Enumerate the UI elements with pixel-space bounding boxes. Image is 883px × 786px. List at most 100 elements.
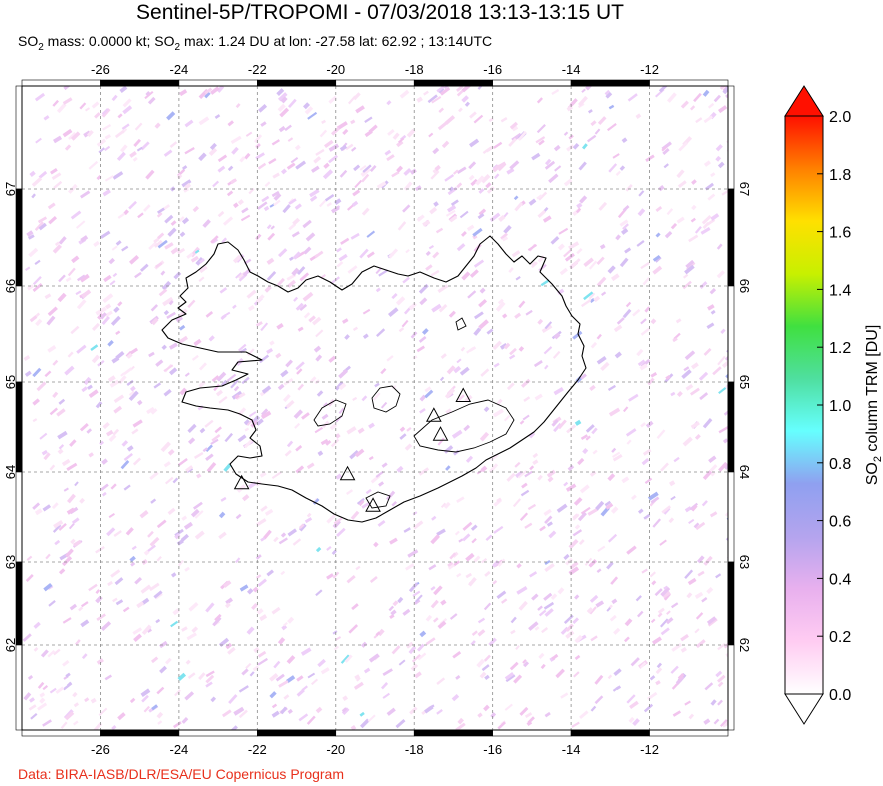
so2-pixel — [444, 388, 456, 399]
so2-pixel — [298, 523, 305, 530]
so2-pixel — [604, 89, 611, 96]
so2-pixel — [62, 617, 72, 624]
so2-pixel — [543, 601, 555, 610]
so2-pixel — [688, 713, 695, 720]
so2-pixel — [434, 164, 441, 172]
so2-pixel — [534, 393, 543, 401]
so2-pixel — [458, 107, 463, 113]
so2-pixel — [271, 190, 280, 198]
so2-pixel — [345, 143, 354, 151]
so2-pixel — [287, 616, 295, 624]
so2-pixel — [622, 308, 632, 319]
colorbar-tick-label: 0.2 — [829, 629, 851, 646]
so2-pixel — [344, 654, 353, 663]
so2-pixel — [145, 91, 151, 96]
so2-pixel — [270, 225, 275, 230]
so2-pixel — [345, 489, 354, 495]
so2-pixel — [62, 682, 73, 691]
so2-pixel — [42, 685, 49, 691]
so2-pixel — [517, 470, 528, 479]
so2-pixel — [380, 368, 387, 375]
so2-pixel — [163, 388, 172, 397]
so2-pixel — [261, 385, 272, 394]
volcano-hekla-icon — [339, 465, 356, 481]
so2-pixel — [86, 428, 93, 434]
so2-pixel — [256, 518, 267, 527]
frame-bar-right — [727, 188, 735, 287]
so2-pixel — [71, 517, 80, 525]
so2-pixel — [547, 476, 554, 483]
so2-pixel — [266, 347, 274, 355]
frame-bar-right — [727, 85, 735, 190]
so2-pixel — [461, 231, 467, 237]
so2-pixel — [473, 114, 484, 124]
so2-pixel — [128, 390, 139, 402]
so2-pixel — [23, 355, 31, 362]
colorbar-max-arrow — [784, 85, 824, 117]
so2-pixel — [607, 473, 616, 482]
so2-pixel — [665, 375, 671, 380]
so2-pixel — [545, 158, 552, 166]
so2-pixel — [283, 621, 288, 627]
so2-pixel — [64, 711, 75, 721]
so2-pixel — [151, 656, 159, 664]
frame-bar-top — [649, 79, 729, 87]
so2-pixel — [563, 178, 573, 187]
so2-pixel — [647, 491, 659, 501]
lon-label-bottom: -24 — [169, 742, 188, 757]
so2-pixel — [503, 414, 511, 422]
so2-pixel — [304, 517, 313, 524]
so2-pixel — [346, 204, 355, 211]
frame-bar-top — [21, 79, 101, 87]
subtitle-part-2: mass: 0.0000 kt; SO — [43, 33, 175, 49]
so2-pixel — [172, 608, 180, 616]
so2-pixel — [529, 571, 538, 578]
so2-pixel — [278, 125, 286, 133]
so2-pixel — [220, 496, 227, 502]
so2-pixel — [725, 534, 728, 542]
so2-pixel — [625, 301, 632, 308]
so2-pixel — [157, 207, 165, 214]
so2-pixel — [79, 497, 85, 504]
so2-pixel — [334, 198, 342, 206]
so2-pixel — [57, 292, 67, 303]
so2-pixel — [98, 707, 108, 716]
so2-pixel — [64, 144, 72, 151]
so2-pixel — [240, 214, 251, 222]
so2-pixel — [637, 610, 644, 618]
so2-pixel — [578, 95, 588, 107]
so2-pixel — [110, 569, 121, 578]
so2-pixel — [446, 204, 457, 213]
so2-pixel — [710, 699, 717, 706]
so2-pixel — [539, 525, 546, 532]
so2-pixel — [146, 406, 155, 415]
so2-pixel — [701, 215, 712, 225]
so2-pixel — [257, 657, 268, 666]
so2-pixel — [177, 559, 184, 567]
so2-pixel — [527, 243, 538, 252]
so2-pixel — [630, 657, 640, 667]
so2-pixel — [528, 431, 536, 439]
so2-pixel — [538, 263, 547, 272]
so2-pixel — [447, 561, 454, 568]
so2-pixel — [398, 327, 405, 333]
so2-pixel — [95, 306, 107, 316]
so2-pixel — [281, 624, 288, 631]
so2-pixel — [535, 136, 546, 144]
so2-pixel — [373, 541, 379, 548]
so2-pixel — [486, 328, 494, 335]
so2-pixel — [113, 405, 123, 414]
so2-pixel — [563, 131, 569, 136]
so2-pixel — [378, 269, 389, 277]
subtitle-subscript-1: 2 — [38, 41, 44, 53]
so2-pixel — [360, 718, 370, 729]
so2-pixel — [506, 382, 515, 391]
so2-pixel — [698, 371, 709, 381]
so2-pixel — [186, 252, 194, 259]
so2-pixel — [378, 481, 385, 487]
so2-pixel — [315, 329, 324, 338]
volcano-grimsvotn-icon — [432, 426, 449, 441]
so2-pixel — [272, 172, 280, 179]
colorbar-tick-label: 0.0 — [829, 687, 851, 704]
